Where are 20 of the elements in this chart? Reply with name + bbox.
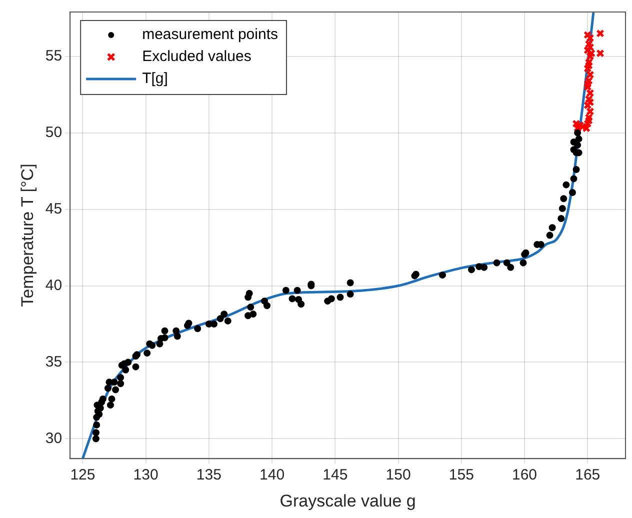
x-tick-label: 150 xyxy=(386,466,411,484)
y-tick-label: 40 xyxy=(45,276,62,294)
x-tick-label: 135 xyxy=(196,466,222,484)
x-tick-label: 160 xyxy=(512,466,538,484)
x-tick-label: 140 xyxy=(260,466,285,484)
legend-label: T[g] xyxy=(142,70,168,88)
x-tick-label: 145 xyxy=(322,466,348,484)
legend-label: measurement points xyxy=(142,26,278,44)
y-tick-label: 50 xyxy=(45,124,62,141)
x-tick-label: 130 xyxy=(133,466,158,484)
y-tick-label: 55 xyxy=(45,47,62,64)
y-axis-title: Temperature T [°C] xyxy=(18,164,37,307)
legend-label: Excluded values xyxy=(142,48,252,66)
y-tick-label: 45 xyxy=(45,200,62,218)
y-tick-label: 35 xyxy=(45,353,62,370)
x-tick-label: 165 xyxy=(575,466,600,484)
x-tick-label: 155 xyxy=(448,466,474,484)
x-axis-title: Grayscale value g xyxy=(280,491,416,510)
x-tick-label: 125 xyxy=(70,466,96,484)
y-tick-label: 30 xyxy=(45,430,62,447)
